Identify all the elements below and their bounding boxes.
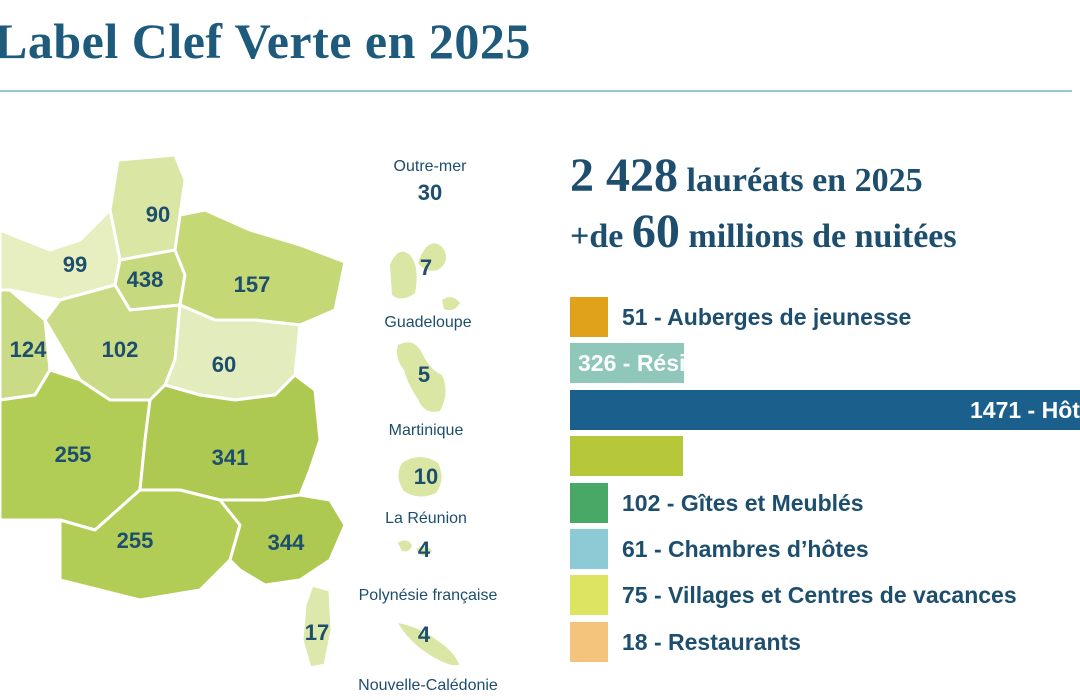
bar-6 — [570, 575, 608, 616]
bar-2 — [570, 389, 1080, 430]
bar-1 — [570, 343, 684, 384]
bar-label-0: 51 - Auberges de jeunesse — [622, 304, 912, 330]
region-value-grand-est: 157 — [234, 272, 271, 297]
reunion-label: La Réunion — [385, 510, 467, 527]
laureats-count: 2 428 — [570, 149, 678, 202]
guadeloupe-shape — [390, 243, 460, 311]
bar-label-7: 18 - Restaurants — [622, 628, 801, 655]
bar-7 — [570, 621, 608, 662]
region-value-ile-de-france: 438 — [127, 267, 164, 292]
region-value-occitanie: 255 — [117, 528, 154, 553]
laureats-text: lauréats en 2025 — [686, 162, 923, 199]
bar-3 — [570, 436, 684, 477]
bar-4 — [570, 482, 608, 523]
region-grand-est — [173, 208, 347, 327]
bar-label-3: 324 - Campings — [705, 443, 875, 470]
region-corse — [300, 583, 334, 670]
headline-nuitees: +de 60 millions de nuitées — [570, 204, 957, 259]
page-title: Label Clef Verte en 2025 — [0, 13, 531, 69]
bar-label-1: 326 - Résidences de tourisme — [578, 350, 902, 377]
bar-label-6: 75 - Villages et Centres de vacances — [622, 582, 1017, 609]
nouvelle-caledonie-value: 4 — [417, 622, 431, 647]
outre-mer-title: Outre-mer — [393, 158, 467, 175]
reunion-shape — [398, 457, 442, 497]
reunion-value: 10 — [413, 464, 439, 489]
region-value-corse: 17 — [305, 620, 329, 645]
region-value-normandie: 99 — [63, 252, 87, 277]
headline-laureats: 2 428 lauréats en 2025 — [570, 148, 923, 203]
martinique-value: 5 — [417, 362, 431, 387]
martinique-label: Martinique — [388, 422, 464, 439]
nuitees-text: millions de nuitées — [688, 218, 957, 255]
outre-mer-islands — [390, 243, 460, 665]
guadeloupe-label: Guadeloupe — [384, 314, 472, 331]
nouvelle-caledonie-shape — [398, 623, 460, 665]
bar-label-5: 61 - Chambres d’hôtes — [622, 536, 869, 562]
bar-label-4: 102 - Gîtes et Meublés — [622, 489, 864, 516]
guadeloupe-value: 7 — [419, 255, 433, 280]
polynesie-shape — [398, 540, 432, 556]
region-value-paca: 344 — [268, 530, 305, 555]
region-value-centre-val-de-loire: 102 — [102, 337, 139, 362]
title-divider — [0, 90, 1072, 92]
region-normandie — [0, 208, 122, 302]
region-paca — [218, 493, 347, 587]
outre-mer-total: 30 — [417, 180, 443, 205]
region-value-hauts-de-france: 90 — [146, 202, 170, 227]
region-value-bourgogne-franche-comte: 60 — [212, 352, 236, 377]
france-map: 90 99 438 157 124 102 60 255 341 255 344… — [0, 153, 347, 670]
region-value-bretagne: 124 — [10, 337, 47, 362]
bar-5 — [570, 529, 608, 569]
martinique-shape — [396, 342, 446, 412]
polynesie-value: 4 — [417, 537, 431, 562]
nouvelle-caledonie-label: Nouvelle-Calédonie — [358, 677, 498, 694]
polynesie-label: Polynésie française — [358, 587, 498, 604]
region-value-nouvelle-aquitaine: 255 — [55, 442, 92, 467]
region-value-auvergne-rhone-alpes: 341 — [212, 445, 249, 470]
nuitees-count: 60 — [631, 205, 680, 258]
bar-0 — [570, 297, 608, 337]
nuitees-prefix: +de — [570, 218, 624, 255]
bar-label-2: 1471 - Hôtels — [970, 396, 1080, 423]
